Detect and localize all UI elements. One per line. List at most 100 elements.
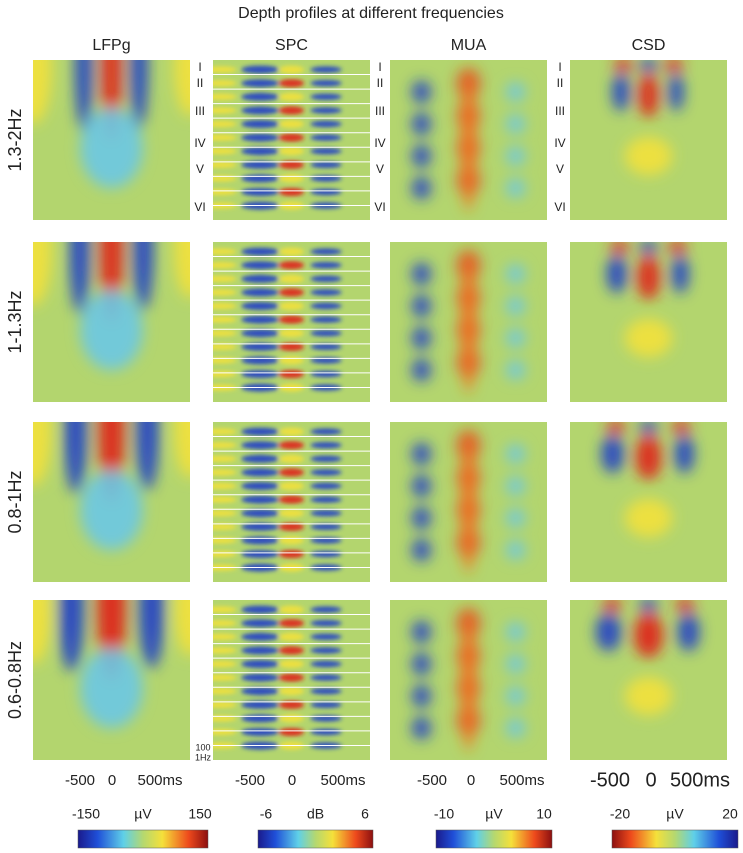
heatmap-panel: [570, 60, 727, 220]
heatmap-blob: [506, 264, 526, 284]
heatmap-blob: [506, 540, 526, 560]
heatmap-blob: [595, 612, 622, 652]
heatmap-blob: [213, 728, 237, 736]
colorbar-max: 6: [361, 806, 369, 822]
heatmap-blob: [278, 302, 305, 310]
layer-label: VI: [374, 200, 385, 214]
heatmap-blob: [310, 120, 342, 128]
heatmap-blob: [278, 454, 305, 463]
heatmap-blob: [310, 469, 342, 476]
heatmap-blob: [310, 523, 342, 530]
heatmap-blob: [667, 242, 687, 254]
heatmap-blob: [506, 360, 526, 380]
spc-scale-label: 1Hz: [195, 752, 212, 762]
heatmap-blob: [310, 275, 342, 282]
heatmap-blobs: [33, 242, 190, 370]
heatmap-blob: [310, 674, 342, 681]
heatmap-blob: [241, 522, 279, 531]
colorbar-max: 150: [188, 806, 212, 822]
heatmap-blob: [602, 600, 622, 612]
heatmap-blob: [213, 80, 237, 87]
heatmap-panel: [570, 242, 727, 402]
heatmap: [570, 600, 727, 760]
heatmap-blob: [278, 342, 305, 351]
heatmap-blob: [278, 315, 305, 324]
heatmap-blob: [278, 247, 305, 256]
heatmap-blob: [624, 498, 673, 538]
heatmap-blob: [668, 72, 684, 112]
heatmap-blob: [460, 430, 477, 574]
x-tick-label: 0: [645, 769, 656, 791]
colorbar-max: 20: [722, 806, 738, 822]
row-label: 1-1.3Hz: [5, 290, 25, 353]
heatmap-blob: [460, 68, 477, 212]
heatmap-blob: [213, 343, 237, 350]
heatmap-panel: [33, 600, 190, 760]
heatmap: [570, 60, 727, 220]
colorbar: [611, 829, 739, 849]
heatmap-blobs: [606, 242, 689, 358]
heatmap-blob: [506, 654, 526, 674]
heatmap-blob: [624, 136, 673, 176]
heatmap-blob: [411, 112, 431, 136]
heatmap-blob: [278, 427, 305, 436]
heatmap-blobs: [411, 68, 526, 212]
heatmap-blob: [241, 315, 279, 324]
heatmap-blob: [310, 550, 342, 558]
heatmap-blob: [213, 660, 237, 668]
heatmap-blob: [174, 600, 190, 656]
heatmap: [213, 422, 370, 582]
heatmap: [213, 242, 370, 402]
heatmap-panel: [390, 422, 547, 582]
heatmap-blob: [213, 148, 237, 155]
heatmap-blob: [241, 342, 279, 351]
heatmap-blob: [278, 288, 305, 297]
heatmap-blob: [213, 606, 237, 613]
heatmap-blob: [624, 318, 673, 358]
heatmap: [213, 600, 370, 760]
heatmap-blob: [278, 79, 305, 88]
heatmap: [570, 242, 727, 402]
heatmap-blob: [213, 496, 237, 503]
heatmap-blob: [460, 608, 477, 752]
heatmap-blob: [310, 647, 342, 654]
heatmap-blob: [310, 370, 342, 378]
colorbar-unit: dB: [307, 806, 324, 822]
heatmap-blobs: [595, 600, 700, 716]
heatmap-blob: [278, 65, 305, 74]
heatmap: [390, 600, 547, 760]
heatmap-blob: [241, 509, 279, 518]
heatmap-blob: [278, 329, 305, 338]
heatmap-blob: [241, 288, 279, 297]
heatmap-blob: [213, 66, 237, 73]
layer-label: VI: [194, 200, 205, 214]
heatmap-blob: [278, 482, 305, 490]
heatmap-blob: [130, 60, 148, 129]
x-tick-label: -500: [417, 772, 447, 789]
heatmap-blob: [213, 93, 237, 100]
heatmap-blob: [310, 482, 342, 490]
heatmap-blob: [506, 328, 526, 348]
x-tick-label: 0: [108, 772, 116, 789]
heatmap-panel: [213, 60, 370, 220]
heatmap-blob: [411, 176, 431, 200]
heatmap-blob: [241, 619, 279, 628]
heatmap: [390, 242, 547, 402]
heatmap-blob: [241, 550, 279, 558]
heatmap-blob: [624, 676, 673, 716]
heatmap-blob: [138, 600, 165, 669]
heatmap-panel: [33, 242, 190, 402]
row-label: 0.8-1Hz: [5, 470, 25, 533]
heatmap-blob: [213, 134, 237, 141]
heatmap-blob: [241, 120, 279, 128]
heatmap-blob: [241, 646, 279, 655]
heatmap-panel: [390, 600, 547, 760]
heatmap-blob: [610, 242, 630, 254]
heatmap-blob: [278, 522, 305, 531]
heatmap-blobs: [601, 422, 695, 538]
heatmap-blob: [213, 701, 237, 708]
column-header: MUA: [451, 37, 487, 54]
heatmap-blob: [411, 716, 431, 740]
heatmap-blob: [278, 188, 305, 196]
heatmap-blob: [310, 80, 342, 87]
